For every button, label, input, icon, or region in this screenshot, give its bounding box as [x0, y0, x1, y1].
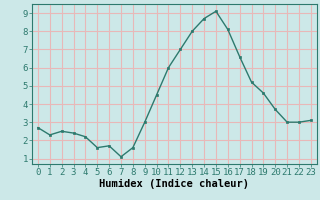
- X-axis label: Humidex (Indice chaleur): Humidex (Indice chaleur): [100, 179, 249, 189]
